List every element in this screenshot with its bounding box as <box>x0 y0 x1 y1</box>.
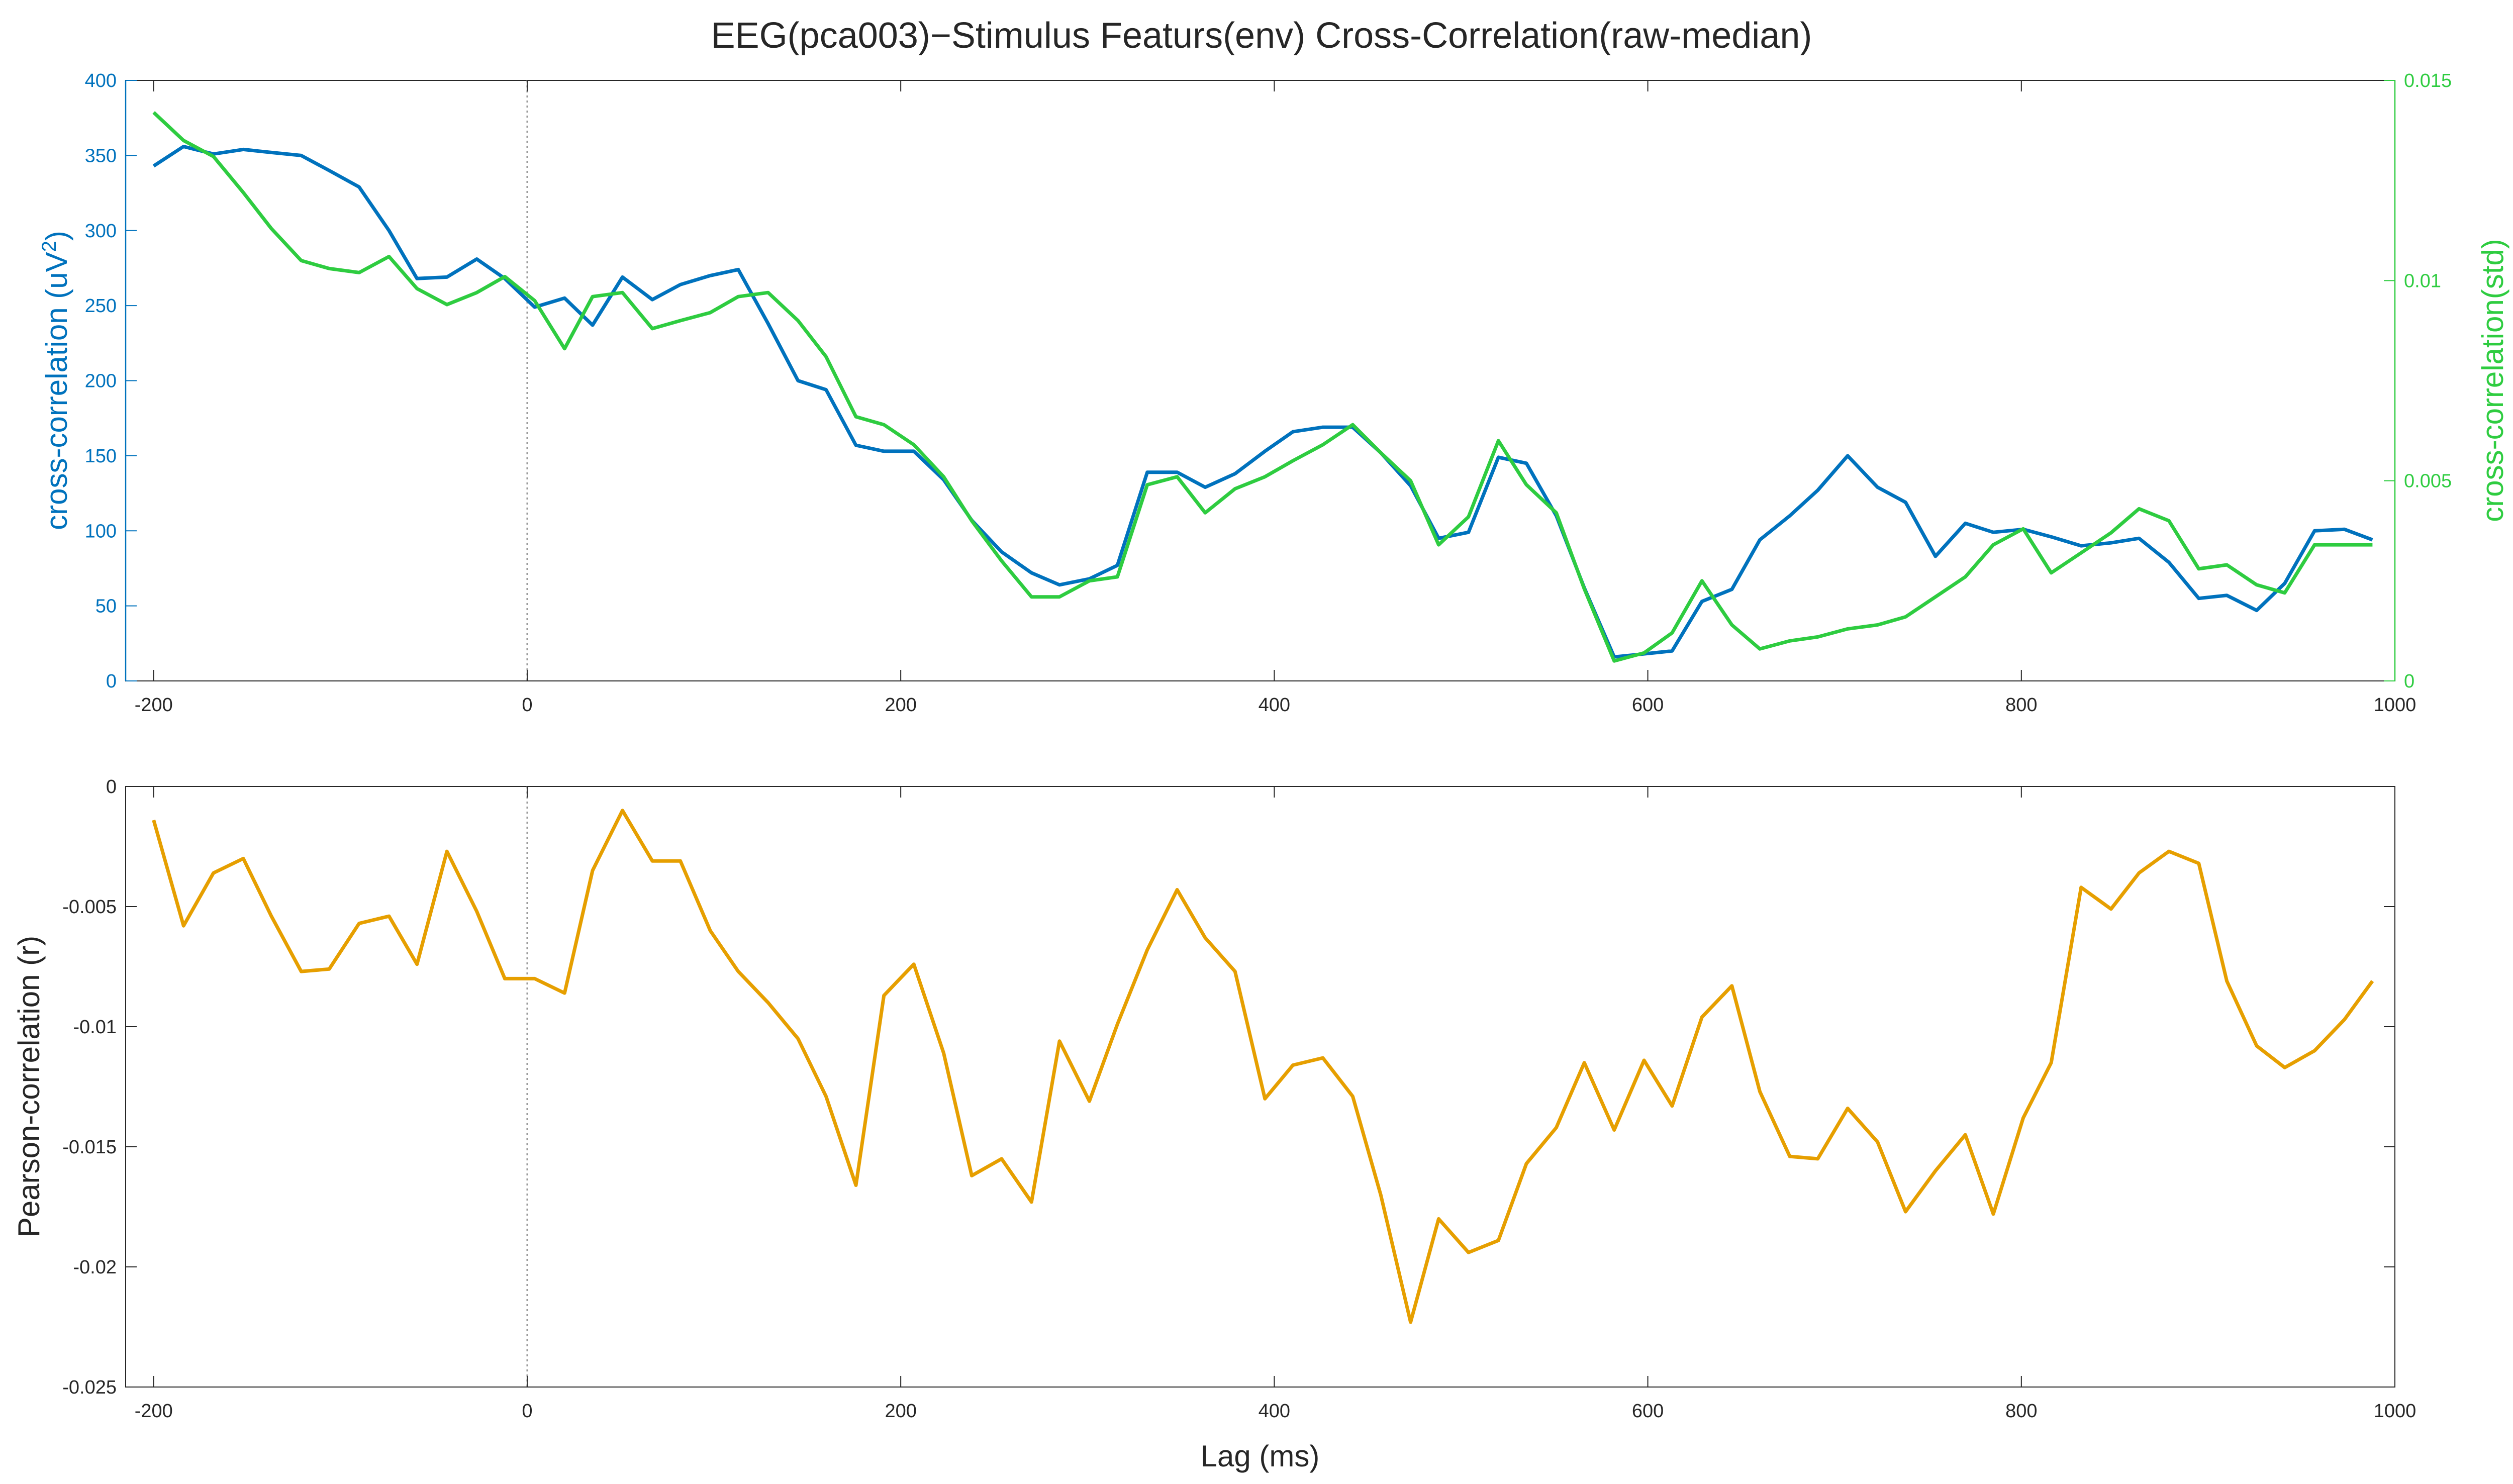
top-left-y-tick-label: 0 <box>106 671 117 692</box>
top-series-line-green <box>152 111 2373 663</box>
top-left-y-tick-label: 400 <box>85 70 117 91</box>
top-x-tick-label: 200 <box>885 695 916 716</box>
top-left-y-tick-label: 300 <box>85 221 117 242</box>
top-right-y-tick-label: 0 <box>2404 671 2414 692</box>
bottom-x-tick-label: 600 <box>1632 1401 1664 1422</box>
top-left-y-axis-title-superscript: 2 <box>38 241 60 252</box>
top-left-y-tick-label: 200 <box>85 371 117 392</box>
bottom-panel: -200 0 200 400 600 800 1000 -0.025-0.02-0.015-… <box>12 776 2416 1473</box>
top-left-y-axis-title: cross-correlation (uV2) <box>38 231 73 530</box>
top-plot-area <box>125 80 2395 681</box>
bottom-y-axis-title: Pearson-correlation (r) <box>12 936 46 1237</box>
top-left-y-tick-label: 50 <box>95 596 117 617</box>
x-axis-title: Lag (ms) <box>1201 1439 1320 1473</box>
chart-title: EEG(pca003)−Stimulus Featurs(env) Cross-… <box>711 16 1812 56</box>
bottom-plot-area <box>125 786 2395 1388</box>
top-panel: -200 0 200 400 600 800 1000 0 50 100 150 200 250 300… <box>38 70 2509 716</box>
bottom-y-tick-label: -0.01 <box>73 1017 117 1038</box>
bottom-series-group <box>152 809 2374 1324</box>
top-right-y-axis-title: cross-correlation(std) <box>2476 239 2509 522</box>
bottom-y-tick-label: -0.005 <box>62 897 117 918</box>
top-right-y-tick-label: 0.015 <box>2404 70 2452 91</box>
top-left-y-tick-label: 350 <box>85 145 117 166</box>
bottom-x-tick-label: 1000 <box>2374 1401 2417 1422</box>
top-right-y-axis: 0 0.005 0.01 0.015 <box>2384 70 2452 692</box>
top-x-tick-label: 600 <box>1632 695 1664 716</box>
bottom-y-tick-label: -0.02 <box>73 1257 117 1278</box>
top-series-group <box>152 111 2373 663</box>
bottom-x-tick-label: 200 <box>885 1401 916 1422</box>
top-left-y-tick-label: 250 <box>85 295 117 317</box>
bottom-x-tick-label: 800 <box>2005 1401 2037 1422</box>
bottom-y-tick-label: 0 <box>106 776 117 798</box>
top-left-y-axis: 0 50 100 150 200 250 300 350 400 <box>85 70 137 692</box>
top-left-y-axis-title-main: cross-correlation (uV <box>40 252 73 530</box>
bottom-x-tick-label: -200 <box>135 1401 173 1422</box>
top-left-y-axis-title-close: ) <box>40 231 73 241</box>
bottom-x-axis: -200 0 200 400 600 800 1000 <box>135 786 2417 1422</box>
top-x-axis: -200 0 200 400 600 800 1000 <box>135 80 2417 716</box>
top-x-tick-label: 0 <box>522 695 532 716</box>
top-x-tick-label: -200 <box>135 695 173 716</box>
bottom-x-tick-label: 0 <box>522 1401 532 1422</box>
top-x-tick-label: 800 <box>2005 695 2037 716</box>
bottom-y-tick-label: -0.025 <box>62 1377 117 1398</box>
top-right-y-tick-label: 0.01 <box>2404 270 2441 291</box>
bottom-x-tick-label: 400 <box>1259 1401 1290 1422</box>
top-right-y-tick-label: 0.005 <box>2404 471 2452 492</box>
top-series-line-blue <box>152 145 2373 659</box>
top-x-tick-label: 1000 <box>2374 695 2417 716</box>
top-left-y-tick-label: 100 <box>85 521 117 542</box>
bottom-series-line-orange <box>152 809 2374 1324</box>
bottom-y-tick-label: -0.015 <box>62 1137 117 1158</box>
bottom-y-axis: -0.025 -0.02 -0.015 -0.01 -0.005 0 <box>62 776 2395 1398</box>
top-x-tick-label: 400 <box>1259 695 1290 716</box>
top-left-y-tick-label: 150 <box>85 446 117 467</box>
